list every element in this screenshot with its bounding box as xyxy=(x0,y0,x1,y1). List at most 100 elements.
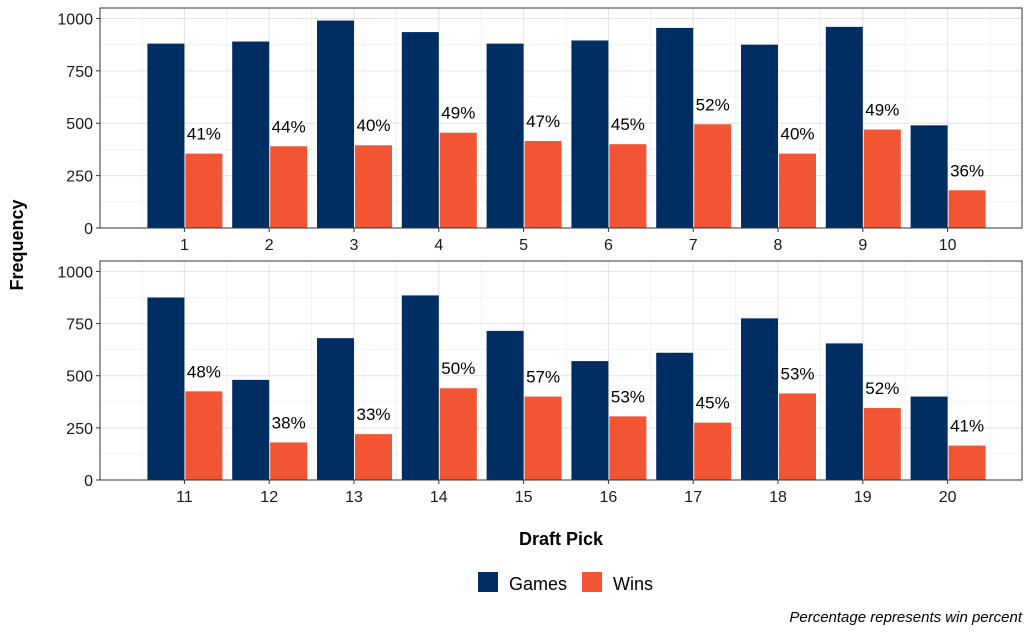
x-tick-label: 10 xyxy=(939,237,957,254)
bar-wins-4 xyxy=(439,132,477,228)
win-percent-label: 45% xyxy=(696,394,730,413)
bar-games-6 xyxy=(571,40,609,228)
bar-wins-13 xyxy=(355,434,392,480)
bar-wins-17 xyxy=(694,422,732,480)
bar-wins-11 xyxy=(185,391,223,480)
bar-wins-3 xyxy=(355,145,392,228)
bar-wins-8 xyxy=(779,153,816,228)
win-percent-label: 53% xyxy=(780,364,814,383)
bar-games-15 xyxy=(486,330,524,480)
caption: Percentage represents win percent xyxy=(789,609,1022,626)
chart-panels: 41% 44% 40%49% 47% 45%52%40%49%36%0250500750… xyxy=(57,7,1023,506)
x-tick-label: 16 xyxy=(600,489,618,506)
win-percent-label: 40% xyxy=(780,125,814,144)
bar-wins-10 xyxy=(948,190,986,228)
win-percent-label: 52% xyxy=(865,379,899,398)
win-percent-label: 33% xyxy=(356,405,390,424)
bar-games-9 xyxy=(825,26,863,228)
bar-wins-15 xyxy=(524,396,562,480)
y-tick-label: 250 xyxy=(66,421,93,438)
x-tick-label: 13 xyxy=(345,489,363,506)
bar-wins-5 xyxy=(524,141,562,228)
win-percent-label: 57% xyxy=(526,368,560,387)
x-tick-label: 20 xyxy=(939,489,957,506)
legend-label-wins: Wins xyxy=(613,574,653,594)
y-tick-label: 0 xyxy=(84,473,93,490)
bar-wins-12 xyxy=(270,442,308,480)
bar-games-11 xyxy=(147,297,185,480)
bar-games-20 xyxy=(910,396,948,480)
win-percent-label: 45% xyxy=(611,115,645,134)
win-percent-label: 38% xyxy=(272,413,306,432)
x-tick-label: 15 xyxy=(515,489,533,506)
x-tick-label: 6 xyxy=(604,237,613,254)
y-tick-label: 500 xyxy=(66,116,93,133)
legend-key-wins xyxy=(582,572,602,592)
legend-label-games: Games xyxy=(509,574,567,594)
win-percent-label: 44% xyxy=(272,117,306,136)
bar-wins-2 xyxy=(270,146,308,228)
bar-games-8 xyxy=(741,44,778,228)
y-tick-label: 750 xyxy=(66,64,93,81)
win-percent-label: 50% xyxy=(441,359,475,378)
win-percent-label: 41% xyxy=(187,125,221,144)
bar-games-12 xyxy=(232,379,270,480)
x-tick-label: 2 xyxy=(265,237,274,254)
x-tick-label: 8 xyxy=(774,237,783,254)
panel-border xyxy=(99,260,1023,481)
panel-1: 41% 44% 40% 49% 47% 45% 52% 40% 49% 36% 0 250 500 750… xyxy=(57,7,1023,254)
x-tick-label: 17 xyxy=(684,489,702,506)
bar-games-3 xyxy=(317,20,354,229)
bar-wins-19 xyxy=(863,408,901,480)
bar-games-5 xyxy=(486,43,524,228)
y-tick-label: 500 xyxy=(66,369,93,386)
x-tick-label: 11 xyxy=(176,489,193,506)
bar-wins-9 xyxy=(863,129,901,228)
bar-games-14 xyxy=(401,295,439,480)
x-tick-label: 18 xyxy=(769,489,787,506)
bar-wins-18 xyxy=(779,393,816,480)
win-percent-label: 47% xyxy=(526,112,560,131)
bar-games-16 xyxy=(571,361,609,480)
bar-games-18 xyxy=(741,318,778,480)
bar-wins-14 xyxy=(439,388,477,480)
legend: Games Wins xyxy=(478,572,653,594)
bar-games-2 xyxy=(232,41,270,229)
bar-wins-16 xyxy=(609,416,647,480)
y-tick-label: 250 xyxy=(66,169,93,186)
win-percent-label: 53% xyxy=(611,387,645,406)
x-tick-label: 7 xyxy=(689,237,698,254)
x-tick-label: 5 xyxy=(519,237,528,254)
bar-games-13 xyxy=(317,338,354,480)
y-tick-label: 1000 xyxy=(57,11,93,28)
bar-wins-20 xyxy=(948,445,986,480)
x-tick-label: 19 xyxy=(854,489,872,506)
bar-wins-1 xyxy=(185,153,223,228)
win-percent-label: 41% xyxy=(950,417,984,436)
bar-games-17 xyxy=(656,352,694,480)
bar-wins-6 xyxy=(609,144,647,228)
y-axis-title: Frequency xyxy=(7,199,27,290)
win-percent-label: 49% xyxy=(865,101,899,120)
bar-games-4 xyxy=(401,32,439,228)
bar-games-19 xyxy=(825,343,863,480)
bar-games-7 xyxy=(656,27,694,229)
win-percent-label: 36% xyxy=(950,161,984,180)
bar-games-1 xyxy=(147,43,185,228)
x-tick-label: 9 xyxy=(858,237,867,254)
y-tick-label: 750 xyxy=(66,317,93,334)
win-percent-label: 49% xyxy=(441,104,475,123)
x-axis-title: Draft Pick xyxy=(519,529,604,549)
y-tick-label: 0 xyxy=(84,221,93,238)
bar-games-10 xyxy=(910,125,948,228)
win-percent-label: 40% xyxy=(356,116,390,135)
x-tick-label: 12 xyxy=(260,489,278,506)
x-tick-label: 3 xyxy=(350,237,359,254)
win-percent-label: 52% xyxy=(696,95,730,114)
y-tick-label: 1000 xyxy=(57,264,93,281)
win-percent-label: 48% xyxy=(187,362,221,381)
bar-wins-7 xyxy=(694,124,732,228)
x-tick-label: 4 xyxy=(434,237,443,254)
x-tick-label: 14 xyxy=(430,489,448,506)
